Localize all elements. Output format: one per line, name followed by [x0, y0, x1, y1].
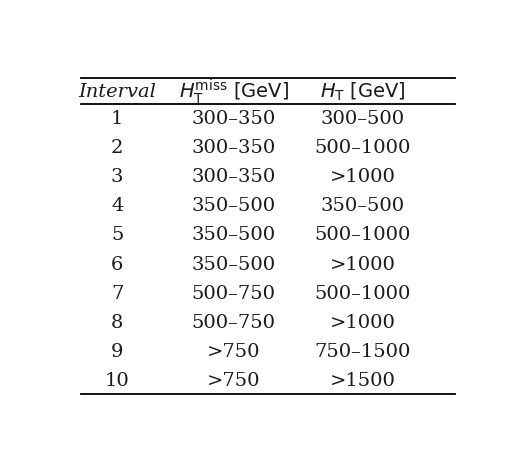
- Text: $H_{\mathrm{T}}^{\mathrm{miss}}\ [\mathrm{GeV}]$: $H_{\mathrm{T}}^{\mathrm{miss}}\ [\mathr…: [179, 77, 289, 106]
- Text: >1500: >1500: [330, 371, 395, 389]
- Text: >1000: >1000: [330, 255, 395, 273]
- Text: >1000: >1000: [330, 313, 395, 331]
- Text: 500–1000: 500–1000: [315, 226, 411, 244]
- Text: >1000: >1000: [330, 168, 395, 186]
- Text: 350–500: 350–500: [320, 197, 405, 215]
- Text: 350–500: 350–500: [192, 226, 276, 244]
- Text: 300–350: 300–350: [192, 168, 276, 186]
- Text: 750–1500: 750–1500: [315, 342, 411, 360]
- Text: 300–500: 300–500: [320, 110, 405, 128]
- Text: 300–350: 300–350: [192, 139, 276, 157]
- Text: 8: 8: [111, 313, 124, 331]
- Text: 500–750: 500–750: [192, 284, 276, 302]
- Text: 500–1000: 500–1000: [315, 139, 411, 157]
- Text: >750: >750: [207, 342, 261, 360]
- Text: 4: 4: [111, 197, 124, 215]
- Text: 3: 3: [111, 168, 124, 186]
- Text: 10: 10: [105, 371, 130, 389]
- Text: 5: 5: [111, 226, 124, 244]
- Text: Interval: Interval: [78, 83, 156, 101]
- Text: 300–350: 300–350: [192, 110, 276, 128]
- Text: 6: 6: [111, 255, 124, 273]
- Text: 1: 1: [111, 110, 124, 128]
- Text: 500–750: 500–750: [192, 313, 276, 331]
- Text: 500–1000: 500–1000: [315, 284, 411, 302]
- Text: 350–500: 350–500: [192, 197, 276, 215]
- Text: 350–500: 350–500: [192, 255, 276, 273]
- Text: 7: 7: [111, 284, 124, 302]
- Text: 2: 2: [111, 139, 124, 157]
- Text: $H_{\mathrm{T}}\ [\mathrm{GeV}]$: $H_{\mathrm{T}}\ [\mathrm{GeV}]$: [320, 80, 405, 102]
- Text: >750: >750: [207, 371, 261, 389]
- Text: 9: 9: [111, 342, 124, 360]
